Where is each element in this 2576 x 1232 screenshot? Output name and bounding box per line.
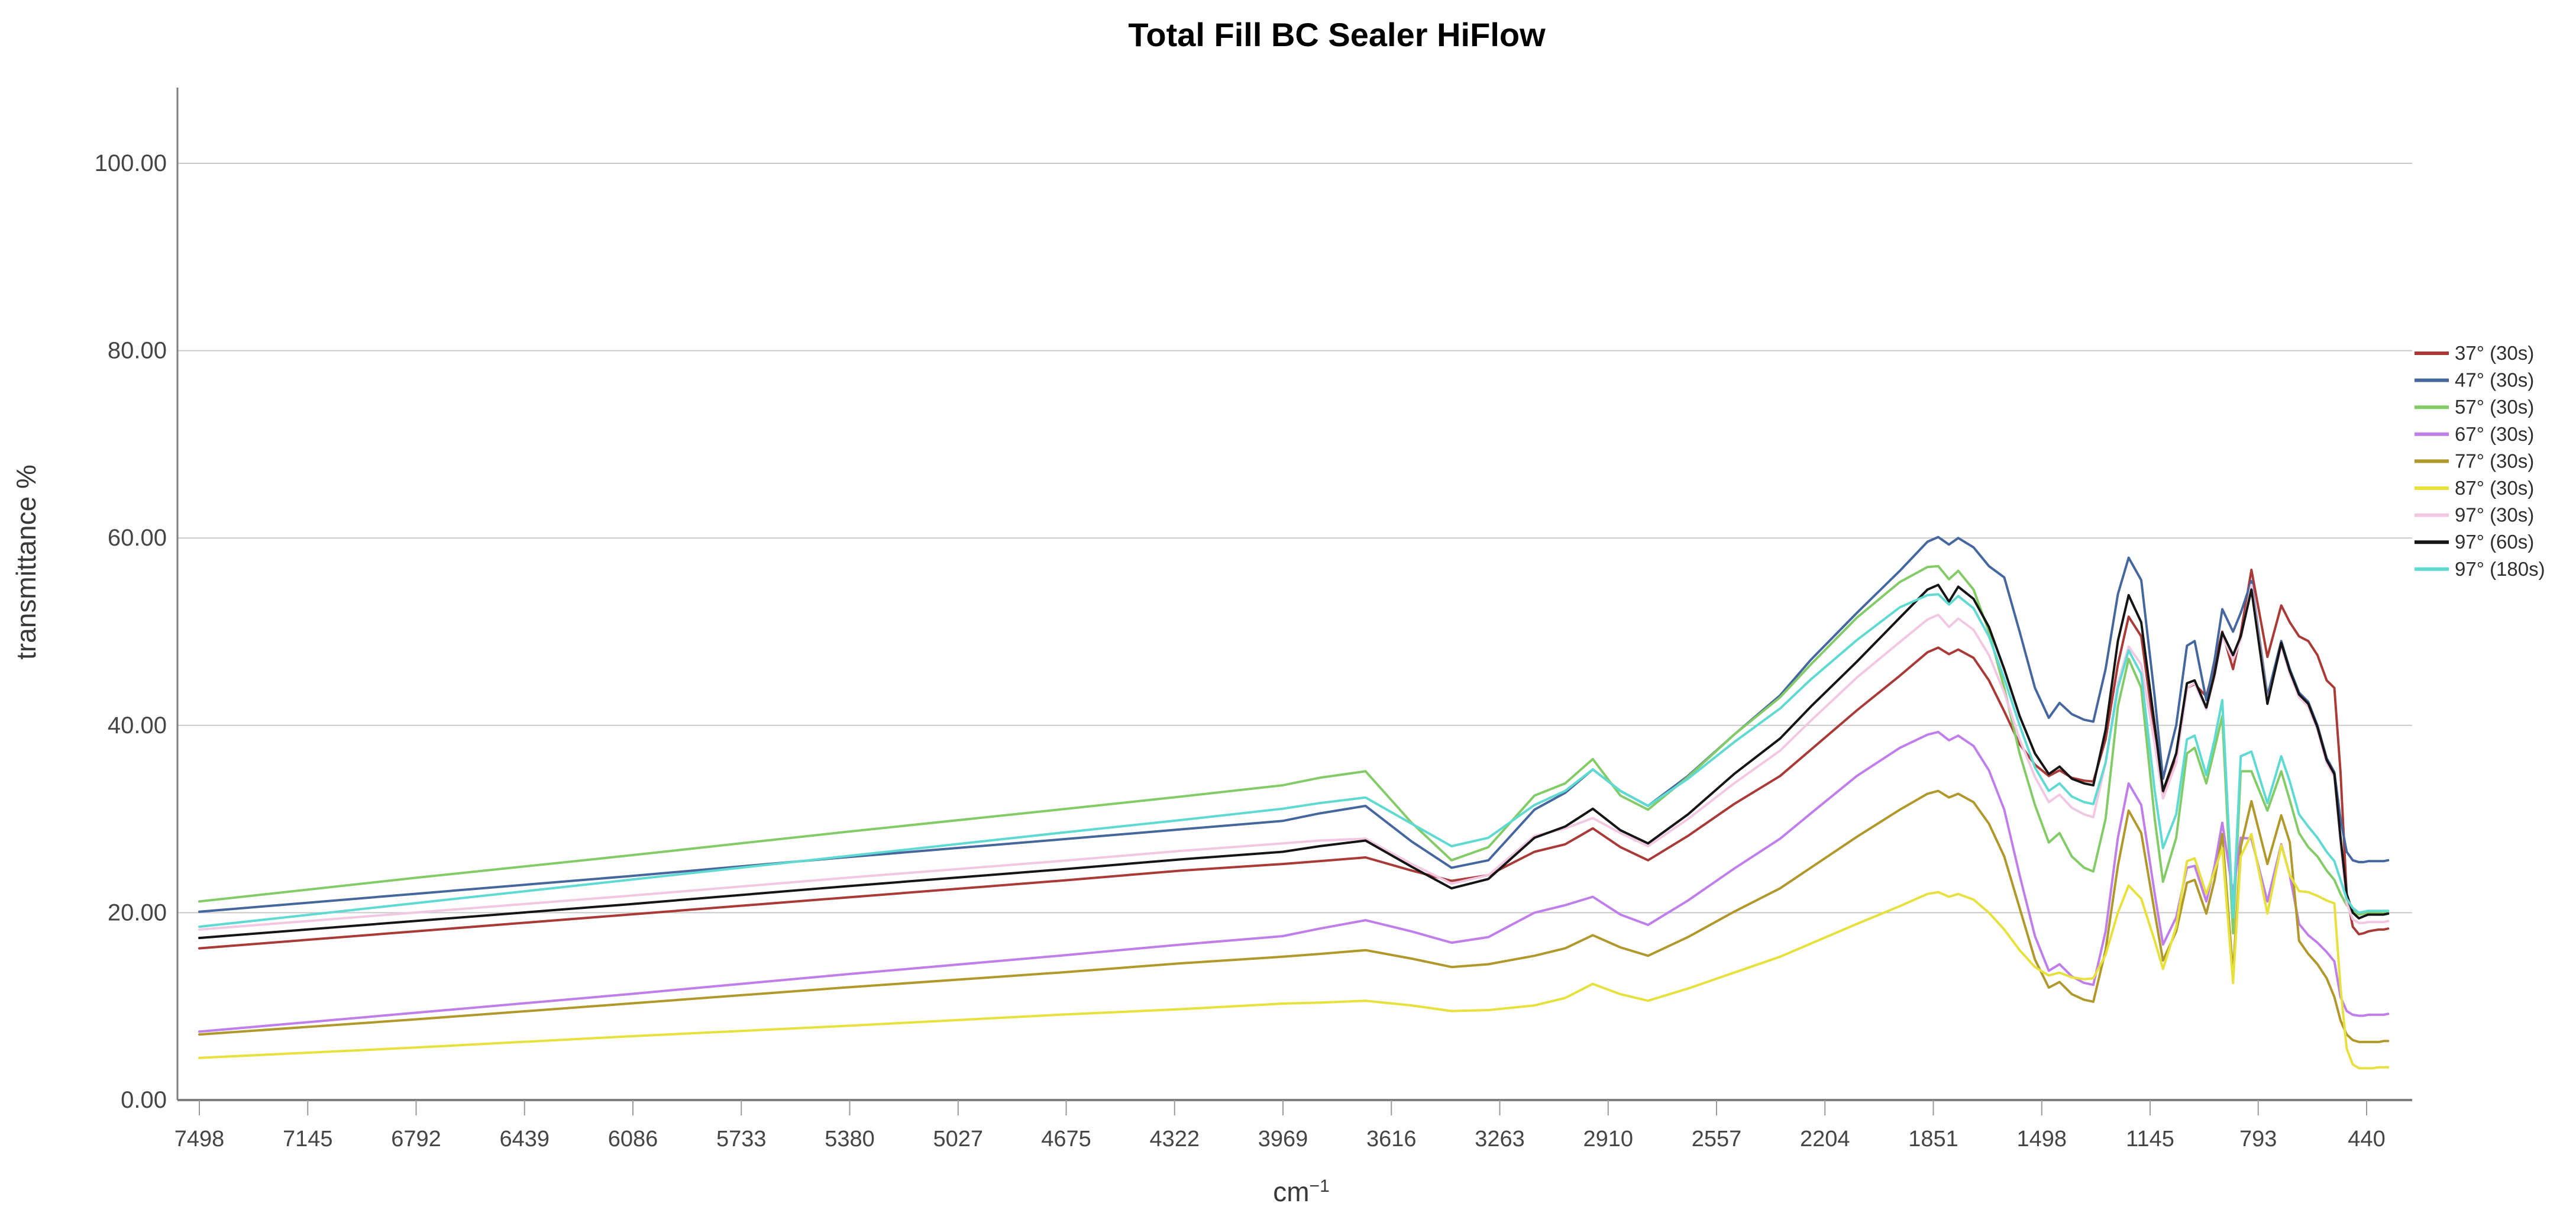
- x-tick-label: 5733: [716, 1127, 767, 1152]
- y-tick-label: 60.00: [108, 525, 167, 551]
- legend-item-label: 97° (30s): [2455, 504, 2534, 526]
- legend-item: 77° (30s): [2415, 450, 2534, 472]
- series-line: [198, 565, 2390, 935]
- x-tick-label: 793: [2239, 1127, 2277, 1152]
- x-tick-label: 7145: [283, 1127, 333, 1152]
- y-tick-label: 80.00: [108, 338, 167, 364]
- x-tick-label: 7498: [174, 1127, 225, 1152]
- y-tick-label: 100.00: [95, 150, 167, 176]
- series-line: [198, 833, 2390, 1070]
- x-axis-title: cm−1: [1273, 1176, 1330, 1208]
- x-axis-title-base: cm: [1273, 1176, 1309, 1207]
- x-tick-label: 1498: [2016, 1127, 2067, 1152]
- legend-item: 87° (30s): [2415, 477, 2534, 499]
- series-line: [198, 593, 2390, 928]
- gridlines: [177, 163, 2412, 914]
- x-tick-label: 6792: [391, 1127, 441, 1152]
- legend-item: 57° (30s): [2415, 396, 2534, 418]
- x-tick-label: 5027: [933, 1127, 983, 1152]
- legend-item: 97° (60s): [2415, 531, 2534, 553]
- x-tick-label: 1145: [2126, 1127, 2174, 1152]
- x-tick-label: 3969: [1258, 1127, 1308, 1152]
- y-tick-label: 20.00: [108, 899, 167, 925]
- legend: 37° (30s) 47° (30s) 57° (30s) 67° (30s) 77° …: [2415, 342, 2545, 580]
- legend-item: 67° (30s): [2415, 423, 2534, 445]
- series-line: [198, 569, 2390, 950]
- x-tick-label: 1851: [1908, 1127, 1958, 1152]
- x-tick-label: 440: [2348, 1127, 2385, 1152]
- series-line: [198, 536, 2390, 913]
- x-tick-label: 2557: [1692, 1127, 1742, 1152]
- series-line: [198, 789, 2390, 1043]
- legend-item-label: 77° (30s): [2455, 450, 2534, 472]
- legend-item-label: 67° (30s): [2455, 423, 2534, 445]
- x-tick-label: 6439: [499, 1127, 550, 1152]
- legend-item: 97° (30s): [2415, 504, 2534, 526]
- series-lines: [198, 536, 2390, 1070]
- x-tick-label: 2204: [1800, 1127, 1850, 1152]
- x-tick-label: 4675: [1041, 1127, 1091, 1152]
- legend-item-label: 37° (30s): [2455, 342, 2534, 364]
- x-tick-label: 4322: [1149, 1127, 1200, 1152]
- tick-labels: 100.00 80.00 60.00 40.00 20.00 0.00 7498 7145 67…: [95, 150, 2386, 1152]
- x-tick-label: 6086: [608, 1127, 658, 1152]
- legend-item-label: 97° (180s): [2455, 558, 2545, 580]
- x-tick-label: 5380: [825, 1127, 875, 1152]
- legend-item: 37° (30s): [2415, 342, 2534, 364]
- axes: [176, 88, 2412, 1115]
- legend-item: 97° (180s): [2415, 558, 2545, 580]
- x-tick-label: 3616: [1366, 1127, 1417, 1152]
- y-tick-label: 40.00: [108, 712, 167, 738]
- legend-item: 47° (30s): [2415, 369, 2534, 391]
- y-axis-title: transmittance %: [11, 465, 41, 660]
- legend-item-label: 97° (60s): [2455, 531, 2534, 553]
- legend-item-label: 87° (30s): [2455, 477, 2534, 499]
- chart-title: Total Fill BC Sealer HiFlow: [1128, 16, 1546, 53]
- legend-item-label: 47° (30s): [2455, 369, 2534, 391]
- x-axis-title-sup: −1: [1310, 1176, 1330, 1196]
- series-line: [198, 583, 2390, 940]
- legend-item-label: 57° (30s): [2455, 396, 2534, 418]
- y-tick-label: 0.00: [121, 1087, 167, 1113]
- series-line: [198, 730, 2390, 1033]
- x-tick-label: 3263: [1475, 1127, 1525, 1152]
- series-line: [198, 583, 2390, 931]
- x-tick-label: 2910: [1583, 1127, 1633, 1152]
